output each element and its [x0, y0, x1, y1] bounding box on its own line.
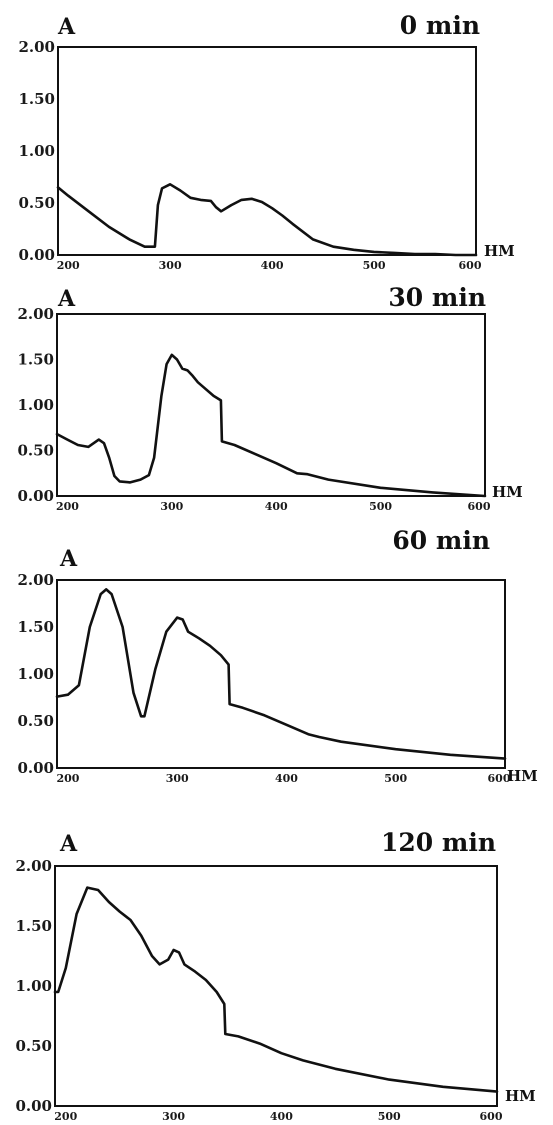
panel-1-y-tick-labels: 0.00 0.50 1.00 1.50 2.00	[18, 38, 55, 264]
y-tick-label: 2.00	[17, 305, 54, 323]
panel-2-x-axis-unit: HM	[492, 483, 523, 501]
y-tick-label: 0.50	[18, 194, 55, 212]
panel-3-title: 60 min	[392, 526, 490, 555]
x-tick-label: 300	[166, 772, 189, 785]
panel-120-min: A 120 min HM 0.00 0.50 1.00 1.50 2.00 200 300…	[15, 828, 535, 1123]
x-tick-label: 200	[54, 1110, 77, 1123]
panel-3-x-tick-labels: 200 300 400 500 600	[56, 772, 510, 785]
y-tick-label: 1.00	[17, 665, 54, 683]
panel-4-frame	[54, 865, 498, 1107]
y-tick-label: 0.00	[17, 487, 54, 505]
panel-2-x-tick-labels: 200 300 400 500 600	[56, 500, 491, 513]
panel-30-min: A 30 min HM 0.00 0.50 1.00 1.50 2.00 200 300 4…	[17, 283, 522, 513]
y-tick-label: 0.00	[18, 246, 55, 264]
panel-3-frame	[56, 579, 506, 769]
y-tick-label: 1.50	[17, 351, 54, 369]
y-tick-label: 0.50	[15, 1037, 52, 1055]
x-tick-label: 400	[270, 1110, 293, 1123]
x-tick-label: 200	[56, 772, 79, 785]
y-tick-label: 0.00	[17, 759, 54, 777]
y-tick-label: 1.00	[18, 142, 55, 160]
y-tick-label: 1.50	[17, 618, 54, 636]
panel-2-y-tick-labels: 0.00 0.50 1.00 1.50 2.00	[17, 305, 54, 505]
panel-2-frame	[56, 313, 486, 497]
x-tick-label: 300	[160, 500, 183, 513]
panel-4-y-tick-labels: 0.00 0.50 1.00 1.50 2.00	[15, 857, 52, 1115]
x-tick-label: 400	[265, 500, 288, 513]
x-tick-label: 400	[275, 772, 298, 785]
y-tick-label: 0.50	[17, 712, 54, 730]
panel-0-min: A 0 min HM 0.00 0.50 1.00 1.50 2.00 200 300 40…	[18, 11, 514, 272]
y-tick-label: 0.50	[17, 442, 54, 460]
x-tick-label: 600	[459, 259, 482, 272]
panel-1-absorbance-curve	[56, 183, 478, 257]
y-tick-label: 1.00	[17, 396, 54, 414]
panel-2-absorbance-curve	[55, 353, 487, 498]
y-tick-label: 2.00	[18, 38, 55, 56]
panel-4-x-tick-labels: 200 300 400 500 600	[54, 1110, 503, 1123]
panel-3-y-axis-title: A	[59, 546, 78, 572]
panel-2-y-axis-title: A	[57, 286, 76, 312]
panel-1-x-axis-unit: HM	[484, 242, 515, 260]
y-tick-label: 1.50	[15, 917, 52, 935]
y-tick-label: 1.50	[18, 90, 55, 108]
panel-1-title: 0 min	[400, 11, 480, 40]
x-tick-label: 200	[57, 259, 80, 272]
y-tick-label: 1.00	[15, 977, 52, 995]
panel-4-title: 120 min	[381, 828, 496, 857]
x-tick-label: 600	[488, 772, 511, 785]
x-tick-label: 200	[56, 500, 79, 513]
x-tick-label: 600	[480, 1110, 503, 1123]
panel-4-absorbance-curve	[53, 886, 499, 1093]
x-tick-label: 300	[159, 259, 182, 272]
x-tick-label: 300	[162, 1110, 185, 1123]
x-tick-label: 600	[468, 500, 491, 513]
y-tick-label: 2.00	[17, 571, 54, 589]
x-tick-label: 500	[369, 500, 392, 513]
panel-60-min: A 60 min HM 0.00 0.50 1.00 1.50 2.00 200 300 4…	[17, 526, 537, 785]
panel-1-y-axis-title: A	[57, 14, 76, 40]
x-tick-label: 500	[378, 1110, 401, 1123]
y-tick-label: 0.00	[15, 1097, 52, 1115]
panel-3-y-tick-labels: 0.00 0.50 1.00 1.50 2.00	[17, 571, 54, 777]
x-tick-label: 500	[363, 259, 386, 272]
panel-3-absorbance-curve	[55, 588, 507, 760]
panel-4-x-axis-unit: HM	[505, 1087, 536, 1105]
panel-2-title: 30 min	[388, 283, 486, 312]
panel-4-y-axis-title: A	[59, 831, 78, 857]
panel-3-x-axis-unit: HM	[507, 767, 538, 785]
y-tick-label: 2.00	[15, 857, 52, 875]
panel-1-x-tick-labels: 200 300 400 500 600	[57, 259, 482, 272]
x-tick-label: 500	[384, 772, 407, 785]
panel-1-frame	[57, 46, 477, 256]
x-tick-label: 400	[261, 259, 284, 272]
